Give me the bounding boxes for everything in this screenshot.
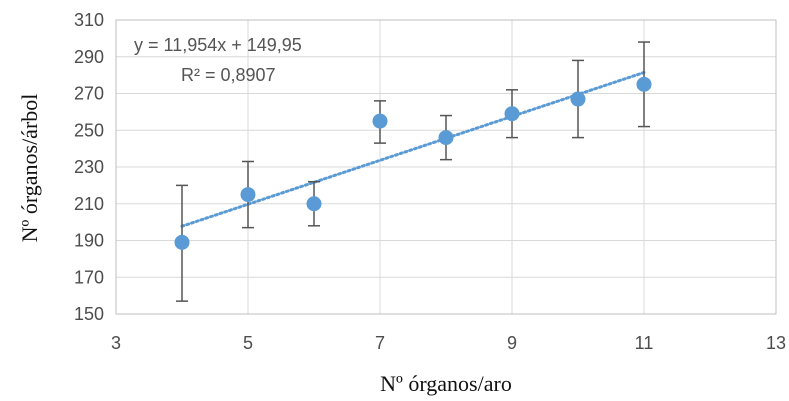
trendline-equation: y = 11,954x + 149,95 xyxy=(134,35,302,55)
x-tick-label: 7 xyxy=(375,333,385,353)
x-tick-label: 11 xyxy=(635,333,654,353)
x-tick-label: 5 xyxy=(243,333,253,353)
y-tick-label: 290 xyxy=(74,47,104,67)
x-tick-label: 3 xyxy=(111,333,121,353)
y-tick-label: 150 xyxy=(74,304,104,324)
data-point xyxy=(438,130,454,146)
x-axis-title: Nº órganos/aro xyxy=(380,371,512,396)
data-point xyxy=(240,187,256,203)
data-point xyxy=(306,196,322,212)
tick-label-layer: 150 170 190 210 230 250 270 290 310 3 5 7 9 11 13 xyxy=(74,10,786,353)
y-tick-label: 230 xyxy=(74,157,104,177)
y-tick-label: 270 xyxy=(74,84,104,104)
data-point xyxy=(636,76,652,92)
y-tick-label: 210 xyxy=(74,194,104,214)
data-point xyxy=(504,106,520,122)
y-tick-label: 310 xyxy=(74,10,104,30)
y-tick-label: 170 xyxy=(74,267,104,287)
y-axis-title: Nº órganos/árbol xyxy=(17,94,42,243)
linear-trendline xyxy=(180,70,646,228)
plot-area-border xyxy=(115,19,777,315)
data-point xyxy=(570,91,586,107)
axis-layer xyxy=(115,19,777,315)
x-tick-label: 9 xyxy=(507,333,517,353)
x-tick-label: 13 xyxy=(766,333,786,353)
trendline-layer xyxy=(180,70,646,228)
y-tick-label: 250 xyxy=(74,120,104,140)
y-tick-label: 190 xyxy=(74,231,104,251)
data-point-layer xyxy=(174,76,652,250)
data-point xyxy=(174,234,190,250)
data-point xyxy=(372,113,388,129)
trendline-r-squared: R² = 0,8907 xyxy=(181,65,276,85)
